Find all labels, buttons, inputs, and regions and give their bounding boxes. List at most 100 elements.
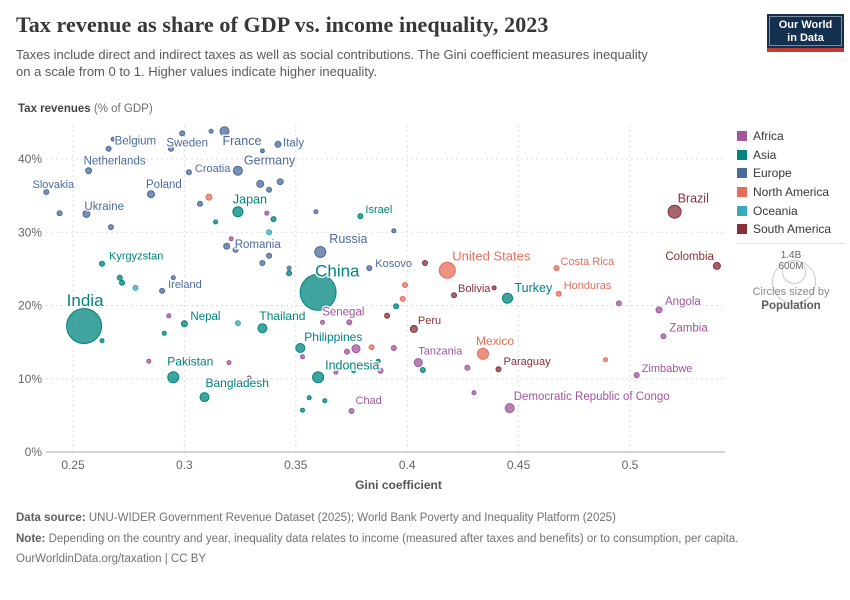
data-point-italy[interactable] — [274, 140, 282, 148]
data-point-india[interactable] — [66, 308, 103, 344]
data-point-thailand[interactable] — [257, 323, 268, 334]
data-point-honduras[interactable] — [555, 290, 562, 297]
data-point[interactable] — [322, 398, 328, 404]
data-point-tanzania[interactable] — [413, 358, 423, 368]
data-point[interactable] — [246, 375, 252, 381]
data-point-mexico[interactable] — [477, 347, 489, 360]
data-point-peru[interactable] — [409, 324, 418, 333]
legend-item-europe[interactable]: Europe — [737, 164, 831, 183]
data-point-russia[interactable] — [314, 246, 327, 258]
data-point[interactable] — [259, 260, 266, 266]
data-point[interactable] — [313, 209, 319, 215]
data-point[interactable] — [464, 364, 471, 371]
data-point-belgium[interactable] — [105, 145, 112, 152]
data-point[interactable] — [351, 368, 357, 374]
owid-logo[interactable]: Our World in Data — [767, 14, 844, 52]
data-point-romania[interactable] — [223, 242, 231, 250]
data-point[interactable] — [107, 224, 114, 231]
data-point-croatia[interactable] — [185, 169, 192, 176]
data-point[interactable] — [368, 344, 375, 351]
data-point-france[interactable] — [219, 126, 230, 137]
data-point-turkey[interactable] — [502, 292, 513, 304]
data-point[interactable] — [422, 260, 428, 266]
data-point[interactable] — [256, 179, 265, 188]
data-point-angola[interactable] — [655, 306, 663, 314]
data-point-nepal[interactable] — [180, 320, 188, 328]
data-point-ukraine[interactable] — [82, 209, 91, 218]
data-point-kosovo[interactable] — [366, 265, 373, 272]
data-point-democratic-republic-of-congo[interactable] — [504, 403, 515, 414]
legend-item-north_america[interactable]: North America — [737, 183, 831, 202]
legend-item-oceania[interactable]: Oceania — [737, 201, 831, 220]
data-point[interactable] — [390, 345, 397, 351]
data-point-ireland[interactable] — [159, 287, 166, 294]
data-point[interactable] — [234, 320, 241, 327]
data-point-sweden[interactable] — [179, 130, 186, 137]
data-point-kyrgyzstan[interactable] — [99, 260, 105, 267]
data-point[interactable] — [146, 358, 152, 364]
data-point-philippines[interactable] — [295, 343, 306, 353]
data-point[interactable] — [300, 354, 305, 360]
data-point[interactable] — [264, 210, 270, 216]
data-point[interactable] — [228, 236, 234, 242]
data-point-china[interactable] — [299, 273, 337, 311]
data-point[interactable] — [119, 279, 125, 286]
owid-taxation-link[interactable]: OurWorldinData.org/taxation — [16, 553, 162, 565]
data-point[interactable] — [166, 313, 172, 319]
data-point[interactable] — [116, 274, 123, 281]
data-point[interactable] — [170, 275, 176, 281]
data-point[interactable] — [259, 148, 265, 154]
data-point-chad[interactable] — [348, 408, 355, 414]
data-point[interactable] — [205, 193, 213, 201]
data-point[interactable] — [226, 360, 232, 366]
legend-item-south_america[interactable]: South America — [737, 220, 831, 239]
data-point-zambia[interactable] — [660, 333, 667, 340]
data-point[interactable] — [603, 357, 608, 363]
data-point[interactable] — [286, 270, 293, 277]
data-point-brazil[interactable] — [667, 204, 682, 219]
data-point[interactable] — [471, 390, 477, 396]
data-point[interactable] — [351, 344, 361, 354]
data-point[interactable] — [320, 319, 325, 325]
data-point[interactable] — [286, 265, 292, 271]
data-point[interactable] — [391, 228, 397, 234]
data-point[interactable] — [266, 229, 273, 236]
data-point-colombia[interactable] — [712, 261, 721, 270]
data-point[interactable] — [399, 295, 406, 302]
data-point[interactable] — [306, 395, 312, 401]
legend-item-asia[interactable]: Asia — [737, 146, 831, 165]
data-point-costa-rica[interactable] — [553, 265, 560, 272]
data-point[interactable] — [197, 200, 203, 207]
data-point-israel[interactable] — [357, 213, 364, 220]
data-point-pakistan[interactable] — [167, 371, 180, 384]
data-point[interactable] — [419, 367, 426, 373]
data-point[interactable] — [393, 303, 400, 310]
data-point-paraguay[interactable] — [495, 366, 502, 373]
data-point-poland[interactable] — [147, 190, 155, 199]
data-point[interactable] — [333, 369, 339, 375]
data-point[interactable] — [276, 178, 284, 186]
data-point[interactable] — [161, 330, 167, 336]
data-point-senegal[interactable] — [346, 319, 353, 326]
data-point[interactable] — [232, 246, 239, 253]
data-point[interactable] — [266, 252, 273, 259]
data-point-netherlands[interactable] — [85, 167, 93, 175]
data-point-japan[interactable] — [232, 206, 244, 218]
data-point[interactable] — [213, 219, 219, 225]
data-point-germany[interactable] — [232, 165, 243, 176]
data-point[interactable] — [168, 145, 174, 152]
data-point[interactable] — [344, 348, 350, 355]
data-point-united-states[interactable] — [438, 261, 456, 279]
data-point[interactable] — [491, 285, 497, 291]
data-point-slovakia[interactable] — [43, 189, 50, 195]
data-point[interactable] — [377, 367, 384, 374]
data-point-indonesia[interactable] — [312, 371, 325, 384]
data-point[interactable] — [270, 216, 277, 223]
data-point[interactable] — [384, 312, 391, 319]
data-point[interactable] — [132, 284, 139, 291]
legend-item-africa[interactable]: Africa — [737, 127, 831, 146]
data-point[interactable] — [56, 210, 63, 217]
data-point[interactable] — [615, 300, 622, 307]
data-point[interactable] — [300, 407, 305, 413]
data-point-bolivia[interactable] — [451, 292, 457, 299]
